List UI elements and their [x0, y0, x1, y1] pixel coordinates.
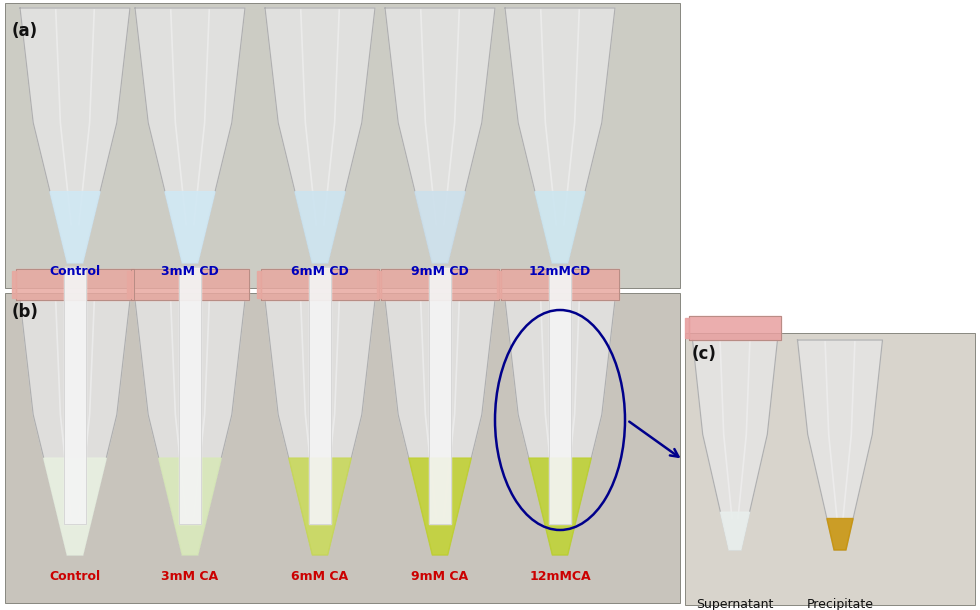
Text: 3mM CA: 3mM CA: [162, 570, 219, 583]
Text: 12mMCA: 12mMCA: [529, 570, 591, 583]
Polygon shape: [309, 267, 331, 525]
Polygon shape: [295, 192, 345, 263]
Text: 6mM CA: 6mM CA: [291, 570, 349, 583]
Polygon shape: [135, 8, 245, 263]
Polygon shape: [720, 512, 750, 550]
Polygon shape: [385, 300, 495, 555]
Polygon shape: [689, 316, 781, 340]
Text: Control: Control: [49, 570, 101, 583]
Polygon shape: [126, 271, 130, 298]
Polygon shape: [409, 458, 471, 555]
Polygon shape: [179, 267, 201, 525]
Polygon shape: [289, 458, 351, 555]
Polygon shape: [376, 271, 380, 298]
Text: Control: Control: [49, 265, 101, 278]
Polygon shape: [20, 300, 130, 555]
Polygon shape: [159, 458, 221, 555]
Bar: [5, 293, 680, 603]
Text: 6mM CD: 6mM CD: [291, 265, 349, 278]
Polygon shape: [20, 8, 130, 263]
Polygon shape: [798, 340, 883, 550]
Polygon shape: [265, 8, 375, 263]
Polygon shape: [64, 267, 86, 525]
Polygon shape: [501, 269, 619, 300]
Polygon shape: [827, 518, 854, 550]
Text: (c): (c): [692, 345, 717, 363]
Polygon shape: [12, 271, 16, 298]
Text: Supernatant: Supernatant: [697, 598, 773, 610]
Polygon shape: [257, 271, 261, 298]
Polygon shape: [130, 269, 249, 300]
Text: 9mM CD: 9mM CD: [412, 265, 468, 278]
Polygon shape: [385, 8, 495, 263]
Polygon shape: [529, 458, 591, 555]
Polygon shape: [429, 267, 451, 525]
Polygon shape: [415, 192, 465, 263]
Bar: [5, 3, 680, 288]
Polygon shape: [135, 300, 245, 555]
Polygon shape: [505, 8, 615, 263]
Polygon shape: [165, 192, 215, 263]
Polygon shape: [380, 269, 500, 300]
Polygon shape: [497, 271, 501, 298]
Text: Precipitate: Precipitate: [807, 598, 873, 610]
Polygon shape: [535, 192, 585, 263]
Text: (b): (b): [12, 303, 39, 321]
Text: 12mMCD: 12mMCD: [529, 265, 591, 278]
Polygon shape: [685, 318, 689, 338]
Polygon shape: [549, 267, 571, 525]
Text: 9mM CA: 9mM CA: [412, 570, 468, 583]
Polygon shape: [693, 340, 777, 550]
Polygon shape: [50, 192, 100, 263]
Polygon shape: [16, 269, 134, 300]
Polygon shape: [261, 269, 379, 300]
Polygon shape: [44, 458, 106, 555]
Polygon shape: [505, 300, 615, 555]
Bar: [685, 333, 975, 605]
Polygon shape: [265, 300, 375, 555]
Text: (a): (a): [12, 22, 38, 40]
Text: 3mM CD: 3mM CD: [161, 265, 219, 278]
